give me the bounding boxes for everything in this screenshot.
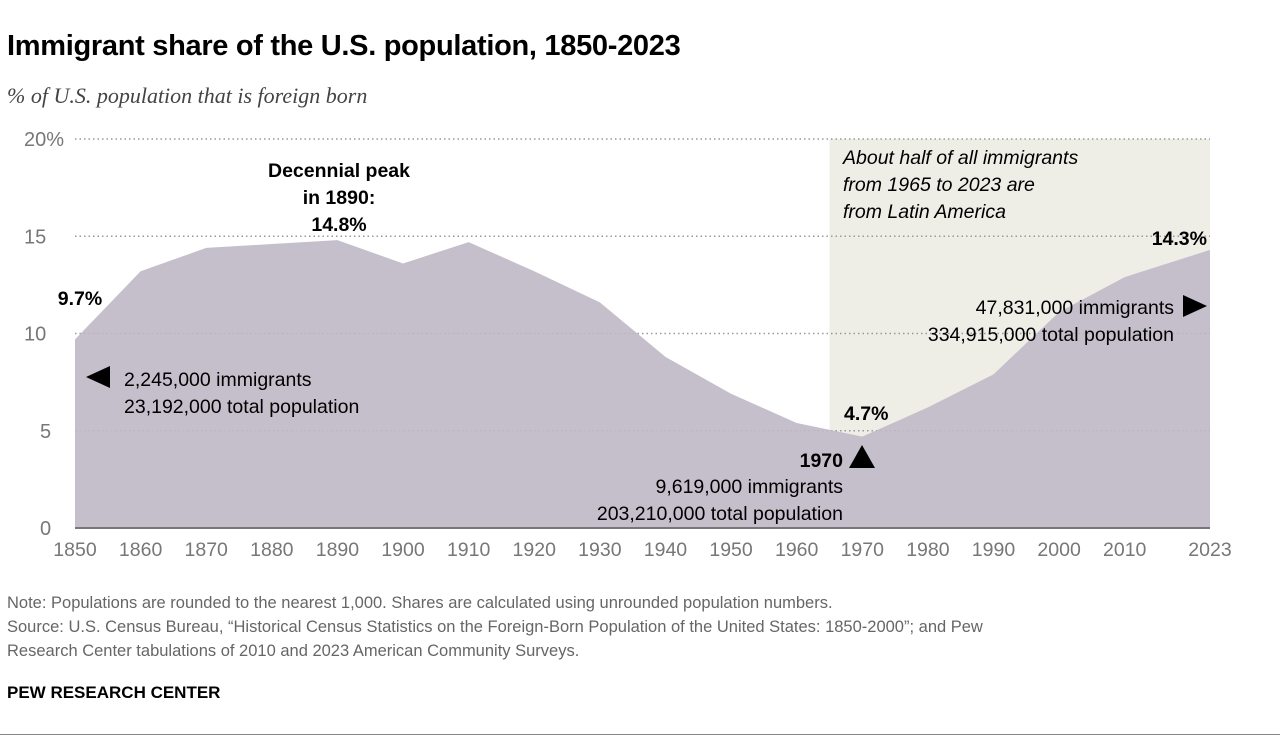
x-tick-label: 1930 <box>578 539 622 561</box>
x-tick-label: 2023 <box>1188 539 1231 561</box>
brand-logo-text: PEW RESEARCH CENTER <box>7 683 221 702</box>
low-population-label: 203,210,000 total population <box>597 503 843 525</box>
x-tick-label: 1880 <box>250 539 294 561</box>
arrow-up-icon <box>849 445 875 468</box>
y-tick-label: 10 <box>24 324 46 346</box>
x-tick-label: 1870 <box>185 539 229 561</box>
low-year-label: 1970 <box>800 450 844 472</box>
arrow-right-icon <box>1183 295 1207 317</box>
y-tick-label: 0 <box>40 518 51 540</box>
highlight-note-line: About half of all immigrants <box>842 147 1078 169</box>
low-value-label: 4.7% <box>844 403 888 425</box>
area-chart: 0 5 10 15 20% 1850 1860 1870 1880 1890 1900 1910 19… <box>24 129 1232 561</box>
y-tick-label: 20% <box>24 129 64 151</box>
start-immigrants-label: 2,245,000 immigrants <box>124 369 312 391</box>
x-tick-label: 1860 <box>119 539 163 561</box>
x-tick-label: 1980 <box>906 539 950 561</box>
highlight-note-line: from Latin America <box>843 201 1006 223</box>
footnotes: Note: Populations are rounded to the nea… <box>7 591 983 663</box>
arrow-left-icon <box>86 366 110 388</box>
end-population-label: 334,915,000 total population <box>928 324 1174 346</box>
start-value-label: 9.7% <box>58 288 102 310</box>
x-tick-label: 2010 <box>1103 539 1147 561</box>
end-immigrants-label: 47,831,000 immigrants <box>976 297 1175 319</box>
note: Note: Populations are rounded to the nea… <box>7 594 833 612</box>
x-tick-label: 2000 <box>1037 539 1081 561</box>
x-tick-label: 1970 <box>841 539 885 561</box>
highlight-note-line: from 1965 to 2023 are <box>843 174 1035 196</box>
x-tick-label: 1890 <box>316 539 360 561</box>
x-tick-label: 1920 <box>513 539 557 561</box>
peak-label: Decennial peak <box>268 160 410 182</box>
bottom-divider <box>0 734 1280 735</box>
x-tick-label: 1990 <box>972 539 1016 561</box>
end-value-label: 14.3% <box>1152 228 1207 250</box>
area-series <box>75 240 1210 528</box>
chart-subtitle: % of U.S. population that is foreign bor… <box>7 83 368 108</box>
x-tick-label: 1850 <box>53 539 97 561</box>
low-immigrants-label: 9,619,000 immigrants <box>655 476 843 498</box>
x-tick-label: 1940 <box>644 539 688 561</box>
x-tick-label: 1910 <box>447 539 491 561</box>
y-tick-label: 15 <box>24 226 46 248</box>
source-line-1: Source: U.S. Census Bureau, “Historical … <box>7 618 983 636</box>
x-tick-label: 1960 <box>775 539 819 561</box>
start-population-label: 23,192,000 total population <box>124 396 359 418</box>
y-tick-label: 5 <box>40 421 51 443</box>
chart-title: Immigrant share of the U.S. population, … <box>7 30 681 62</box>
x-tick-label: 1950 <box>709 539 753 561</box>
peak-year-label: in 1890: <box>303 187 376 209</box>
peak-value-label: 14.8% <box>311 214 366 236</box>
source-line-2: Research Center tabulations of 2010 and … <box>7 642 580 660</box>
x-tick-label: 1900 <box>381 539 425 561</box>
